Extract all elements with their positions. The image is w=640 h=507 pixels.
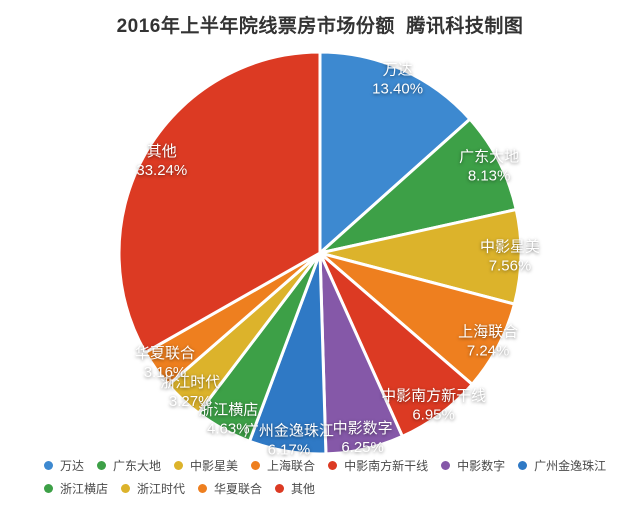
legend-dot-icon [174,461,184,470]
pie-slice-percent: 8.13% [468,167,511,184]
legend-item: 浙江时代 [121,480,185,497]
pie-slice-label: 万达 13.40% [372,62,423,98]
legend-item: 中影星美 [174,457,238,474]
legend-dot-icon [97,461,107,470]
pie-slice-name: 广东大地 [459,148,519,165]
legend-dot-icon [121,484,131,493]
legend-item: 中影数字 [441,457,505,474]
pie-slice-label: 浙江横店 4.63% [198,401,258,437]
legend-label: 上海联合 [267,459,316,473]
legend-row: 万达 广东大地 中影星美 上海联合 中影南方新干线 中影数字 广州金逸珠江 [44,454,606,477]
legend-dot-icon [44,484,53,493]
pie-slice [318,208,523,306]
legend-row: 浙江横店 浙江时代 华夏联合 其他 [44,477,606,500]
pie-slice-percent: 7.24% [467,343,510,360]
pie-slice-label: 广东大地 8.13% [459,148,519,184]
legend-dot-icon [198,484,208,493]
pie-slice-percent: 3.27% [169,393,212,410]
legend-label: 广东大地 [113,459,162,473]
legend-dot-icon [328,461,338,470]
legend-dot-icon [441,461,451,470]
legend-label: 中影数字 [457,459,506,473]
chart-title: 2016年上半年院线票房市场份额 腾讯科技制图 [116,16,524,37]
legend-item: 华夏联合 [198,480,262,497]
pie-chart: 万达 13.40% 广东大地 8.13% 中影星美 7.56% 上海联合 7.24% 中影南方新… [117,50,540,458]
pie-slice-percent: 7.56% [489,258,532,275]
pie-slice-name: 中影数字 [333,420,393,437]
pie-slice-name: 广州金逸珠江 [244,422,334,439]
pie-slice-percent: 13.40% [372,81,423,98]
pie-slice-percent: 6.95% [412,406,455,423]
pie-slice-label: 浙江时代 3.27% [160,374,220,410]
pie-slice-label: 广州金逸珠江 6.17% [244,422,334,458]
pie-slice-label: 上海联合 7.24% [458,324,518,360]
pie-slice-name: 华夏联合 [135,345,195,362]
legend-dot-icon [275,484,285,493]
pie-slice-name: 万达 [383,62,413,79]
legend-item: 广东大地 [97,457,161,474]
pie-slice-name: 浙江横店 [198,401,258,418]
pie-slice [117,50,322,354]
chart-legend: 万达 广东大地 中影星美 上海联合 中影南方新干线 中影数字 广州金逸珠江浙江横店 浙江时代 华… [44,454,606,500]
pie-slice-percent: 4.63% [207,420,250,437]
legend-label: 华夏联合 [214,482,263,496]
legend-item: 广州金逸珠江 [518,457,606,474]
pie-slice-label: 华夏联合 3.16% [135,345,195,381]
legend-dot-icon [251,461,261,470]
pie-slice [318,50,472,255]
legend-item: 中影南方新干线 [328,457,428,474]
legend-item: 浙江横店 [44,480,108,497]
legend-item: 上海联合 [251,457,315,474]
pie-slice-percent: 6.17% [268,441,311,458]
pie-slice-label: 其他 33.24% [136,143,187,179]
pie-slice-percent: 3.16% [144,364,187,381]
pie-slice-label: 中影南方新干线 6.95% [381,387,486,423]
legend-label: 广州金逸珠江 [534,459,607,473]
pie-slice-percent: 33.24% [136,162,187,179]
pie-slice-label: 中影星美 7.56% [480,239,540,275]
legend-item: 其他 [275,480,315,497]
legend-label: 万达 [60,459,85,473]
pie-slice-name: 其他 [147,143,177,160]
legend-dot-icon [518,461,528,470]
legend-label: 浙江横店 [60,482,109,496]
pie-slice-percent: 6.25% [341,439,384,456]
legend-label: 其他 [291,482,316,496]
legend-dot-icon [44,461,53,470]
legend-item: 万达 [44,457,84,474]
pie-slice-name: 中影南方新干线 [381,387,486,404]
pie-slice-name: 上海联合 [458,324,518,341]
legend-label: 中影星美 [190,459,239,473]
legend-label: 浙江时代 [137,482,186,496]
pie-slice-label: 中影数字 6.25% [333,420,393,456]
legend-label: 中影南方新干线 [344,459,429,473]
pie-slice-name: 浙江时代 [160,374,220,391]
pie-slice-name: 中影星美 [480,239,540,256]
